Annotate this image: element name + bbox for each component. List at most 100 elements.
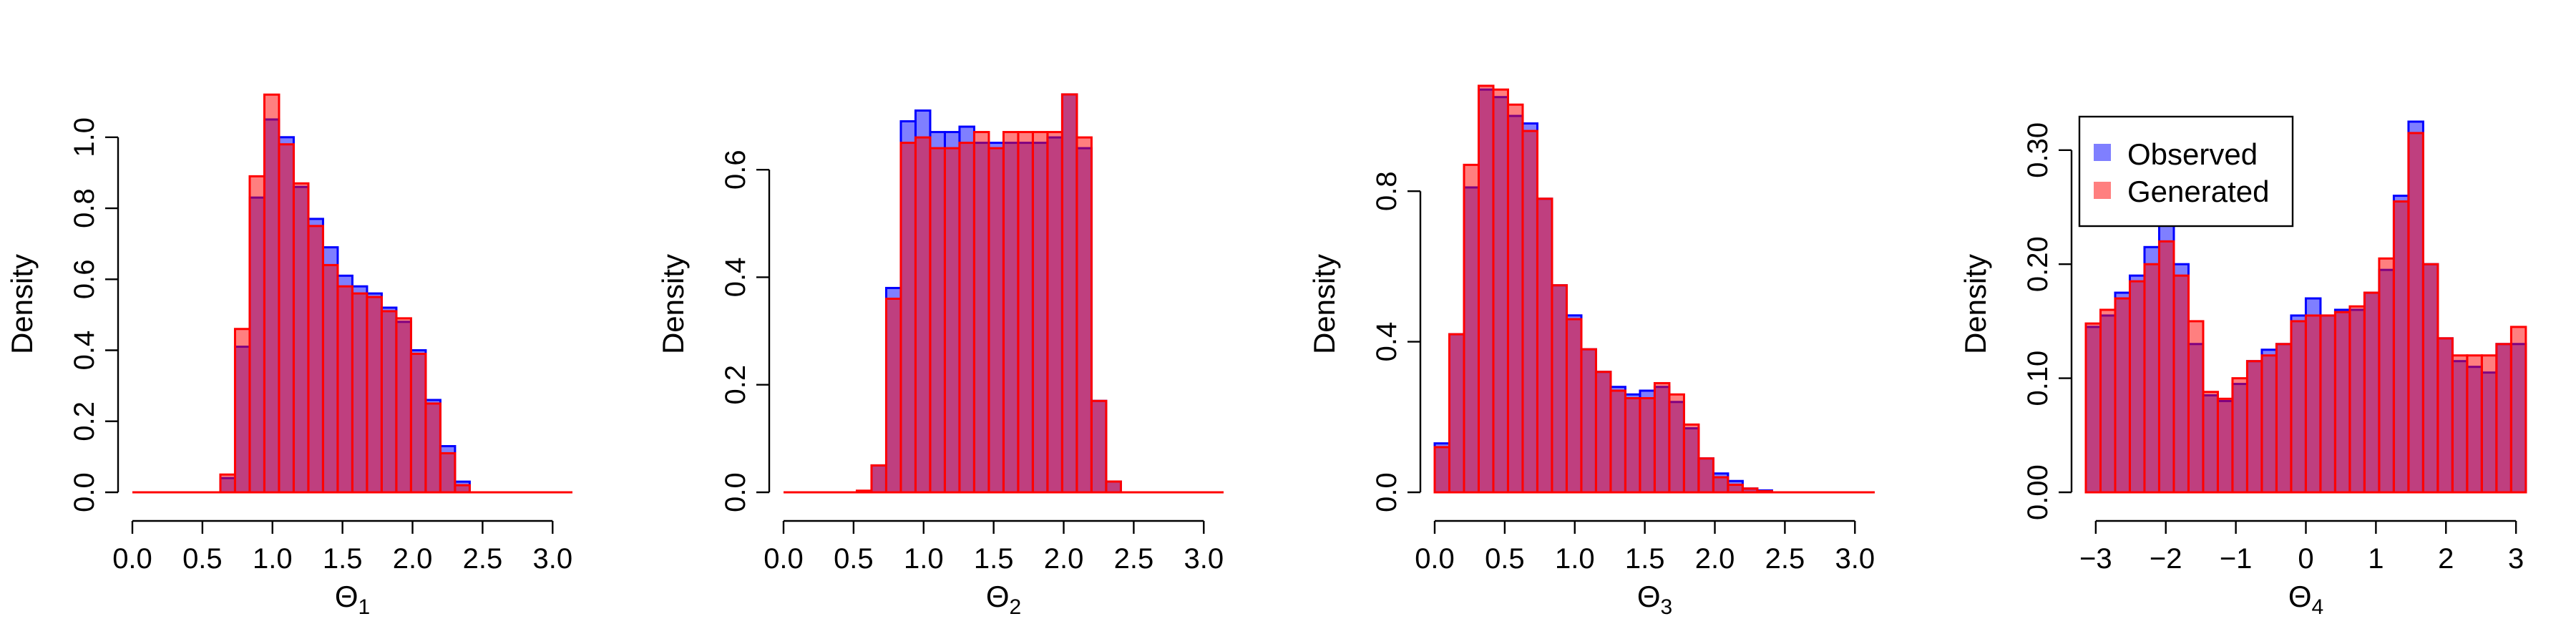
bar-generated	[1609, 389, 1626, 494]
x-tick-label: 0.0	[1415, 543, 1455, 575]
y-tick-label: 1.0	[69, 117, 100, 157]
bar-generated	[2319, 314, 2336, 494]
bar-generated	[914, 136, 932, 494]
bar-generated	[2480, 354, 2498, 494]
bar-generated	[1521, 130, 1538, 494]
bar-generated	[1046, 131, 1063, 494]
x-tick-label: 3.0	[532, 543, 572, 575]
bar-generated	[278, 143, 295, 494]
y-axis-title: Density	[656, 254, 690, 354]
bar-generated	[2172, 274, 2190, 494]
y-tick-label: 0.0	[720, 472, 751, 512]
bar-generated	[351, 292, 369, 494]
y-tick-label: 0.8	[69, 188, 100, 228]
bar-generated	[2084, 322, 2102, 494]
series-generated	[219, 93, 471, 494]
y-tick-label: 0.2	[69, 401, 100, 441]
x-axis-title: Θ3	[1637, 580, 1672, 619]
panel-3: 0.0 0.5 1.0 1.5 2.0 2.5 3.0 0.0 0.4 0.8 Density Θ3	[1307, 84, 1875, 619]
bar-generated	[248, 175, 265, 494]
bar-generated	[2451, 354, 2469, 494]
bar-generated	[2421, 263, 2439, 494]
x-tick-label: 0.5	[1485, 543, 1525, 575]
bar-generated	[2348, 305, 2366, 494]
bar-generated	[958, 142, 975, 494]
x-tick-label: −1	[2220, 543, 2253, 575]
bar-generated	[2436, 337, 2454, 494]
bar-generated	[409, 352, 427, 494]
y-tick-label: 0.8	[1371, 171, 1402, 211]
bar-generated	[292, 182, 310, 494]
bar-generated	[439, 452, 457, 494]
bar-generated	[2157, 240, 2175, 494]
bar-generated	[899, 142, 917, 494]
x-tick-label: 0.0	[112, 543, 152, 575]
x-tick-label: 1.0	[904, 543, 944, 575]
bar-generated	[2363, 291, 2381, 494]
bar-generated	[1551, 284, 1568, 494]
bar-generated	[1506, 103, 1524, 494]
bar-generated	[1477, 84, 1495, 494]
x-tick-label: 1.5	[323, 543, 363, 575]
bar-generated	[219, 473, 236, 494]
bar-generated	[233, 328, 251, 494]
y-tick-label: 0.4	[720, 258, 751, 298]
y-tick-label: 0.0	[1371, 472, 1402, 512]
bar-generated	[2275, 343, 2293, 494]
y-tick-label: 0.00	[2022, 464, 2054, 520]
y-tick-label: 0.6	[720, 150, 751, 190]
bar-generated	[1565, 318, 1583, 494]
series-generated	[2084, 132, 2527, 494]
bar-generated	[1594, 371, 1612, 494]
bar-generated	[1668, 393, 1685, 494]
bar-generated	[2114, 297, 2131, 494]
bar-generated	[2495, 343, 2512, 494]
bar-generated	[1017, 131, 1034, 494]
bar-generated	[2392, 200, 2410, 494]
bar-generated	[1105, 480, 1122, 494]
x-tick-label: 1.5	[1625, 543, 1665, 575]
bar-generated	[870, 464, 887, 494]
x-tick-label: 2.0	[393, 543, 433, 575]
bar-generated	[263, 93, 280, 494]
bar-generated	[1682, 423, 1700, 494]
y-axis-title: Density	[1958, 254, 1992, 354]
x-tick-label: 1	[2368, 543, 2384, 575]
bar-generated	[1060, 93, 1078, 494]
x-tick-label: 1.0	[1555, 543, 1595, 575]
x-tick-label: 1.5	[974, 543, 1014, 575]
bar-generated	[1492, 88, 1509, 494]
x-tick-label: 2.0	[1695, 543, 1735, 575]
bar-generated	[1002, 131, 1020, 494]
y-axis-title: Density	[5, 254, 39, 354]
bar-generated	[1536, 197, 1553, 494]
y-tick-label: 0.20	[2022, 236, 2054, 292]
panel-4: −3 −2 −1 0 1 2 3 0.00 0.10 0.20 0.30 Density Θ4	[1958, 120, 2527, 619]
x-tick-label: 0	[2298, 543, 2313, 575]
bar-generated	[1448, 333, 1465, 494]
bar-generated	[2128, 280, 2146, 494]
x-axis-title: Θ4	[2288, 580, 2323, 619]
x-tick-label: 3.0	[1835, 543, 1875, 575]
bar-generated	[1639, 397, 1656, 494]
bar-generated	[366, 296, 383, 494]
bar-generated	[1697, 457, 1714, 494]
bar-generated	[884, 297, 902, 494]
bar-generated	[2378, 257, 2395, 494]
bar-generated	[1653, 381, 1671, 494]
y-tick-label: 0.4	[69, 331, 100, 371]
bar-generated	[424, 402, 441, 494]
x-tick-label: 0.5	[834, 543, 874, 575]
panel-2: 0.0 0.5 1.0 1.5 2.0 2.5 3.0 0.0 0.2 0.4 0.6 Density…	[656, 93, 1224, 619]
bar-generated	[2187, 320, 2205, 494]
y-tick-label: 0.0	[69, 472, 100, 512]
x-tick-label: −2	[2150, 543, 2182, 575]
bar-generated	[1624, 397, 1641, 494]
x-tick-label: 1.0	[253, 543, 293, 575]
bar-generated	[2466, 354, 2483, 494]
bar-generated	[1463, 163, 1480, 494]
bar-generated	[987, 147, 1005, 494]
bar-generated	[2333, 311, 2351, 494]
x-tick-label: 2.5	[1114, 543, 1154, 575]
